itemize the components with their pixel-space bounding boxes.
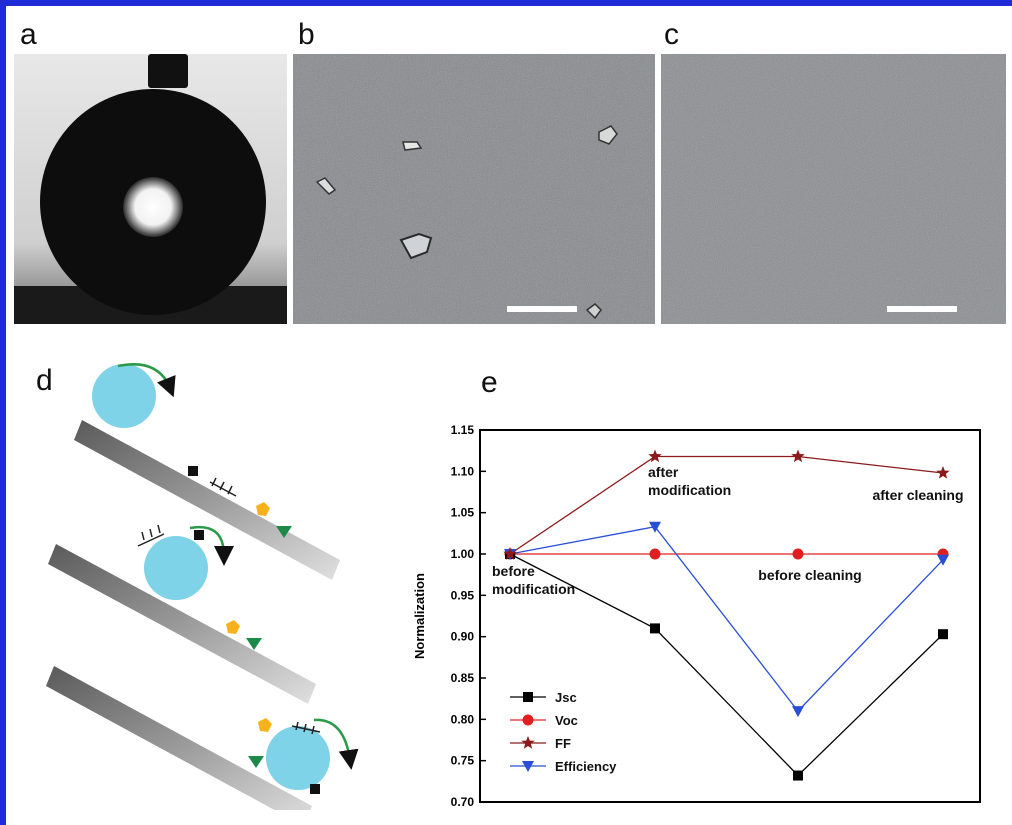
data-point (648, 449, 662, 463)
data-point (650, 623, 660, 634)
legend-label: Efficiency (555, 759, 617, 774)
y-tick-label: 0.90 (451, 630, 475, 644)
slope-3 (46, 666, 359, 810)
legend-label: Voc (555, 713, 578, 728)
y-axis: 0.70 0.75 0.80 0.85 0.90 0.95 1.00 1.05 1.10 1.15 (451, 423, 486, 809)
annotation-label: after modification (648, 464, 731, 498)
series-line-jsc (509, 553, 944, 777)
data-point (937, 554, 949, 566)
water-droplet (266, 726, 330, 790)
self-cleaning-schematic (46, 363, 359, 810)
point-annotations: before modification after modification befor… (492, 464, 964, 597)
y-tick-label: 1.15 (451, 423, 475, 437)
data-point (521, 736, 535, 749)
series-lines (503, 449, 950, 781)
data-point (936, 466, 950, 479)
data-point (522, 761, 534, 772)
sem-image-after-cleaning (661, 54, 1006, 324)
y-tick-label: 0.85 (451, 671, 475, 685)
y-tick-label: 0.70 (451, 795, 475, 809)
water-droplet (144, 536, 208, 600)
y-tick-label: 0.95 (451, 588, 475, 602)
y-tick-label: 1.10 (451, 464, 475, 478)
annotation-label: before modification (492, 563, 575, 597)
panel-label-a: a (20, 18, 37, 51)
data-point (649, 521, 661, 533)
scale-bar (507, 306, 577, 312)
slope-1 (74, 363, 340, 580)
y-tick-label: 1.00 (451, 547, 475, 561)
panel-label-d: d (36, 364, 53, 397)
water-droplet (92, 364, 156, 428)
needle-shape (148, 54, 188, 88)
series-line-efficiency (509, 525, 944, 713)
data-point (938, 629, 948, 640)
data-point (523, 692, 533, 702)
legend-label: FF (555, 736, 571, 751)
data-point (791, 449, 805, 463)
slope-2 (48, 524, 316, 704)
plot-area (479, 429, 981, 803)
y-tick-label: 0.80 (451, 712, 475, 726)
data-point (792, 706, 804, 718)
y-tick-label: 1.05 (451, 506, 475, 520)
series-line-ff (509, 455, 944, 555)
sem-image-before-cleaning (293, 54, 655, 324)
data-point (503, 547, 517, 560)
data-point (792, 548, 804, 560)
droplet-highlight (123, 177, 183, 237)
y-axis-label: Normalization (412, 573, 427, 659)
data-point (522, 714, 534, 726)
legend: Jsc Voc FF Efficiency (510, 690, 617, 774)
dust-particles (315, 125, 618, 320)
panel-label-e: e (481, 366, 498, 399)
contact-angle-photo (14, 54, 287, 324)
y-tick-label: 0.75 (451, 754, 475, 768)
data-point (649, 548, 661, 560)
annotation-label: before cleaning (758, 567, 861, 583)
performance-chart: 0.70 0.75 0.80 0.85 0.90 0.95 1.00 1.05 1.10 1.15… (412, 423, 981, 809)
scale-bar (887, 306, 957, 312)
panel-label-b: b (298, 18, 315, 51)
annotation-label: after cleaning (872, 487, 963, 503)
data-point (793, 770, 803, 781)
legend-label: Jsc (555, 690, 577, 705)
panel-label-c: c (664, 18, 679, 51)
